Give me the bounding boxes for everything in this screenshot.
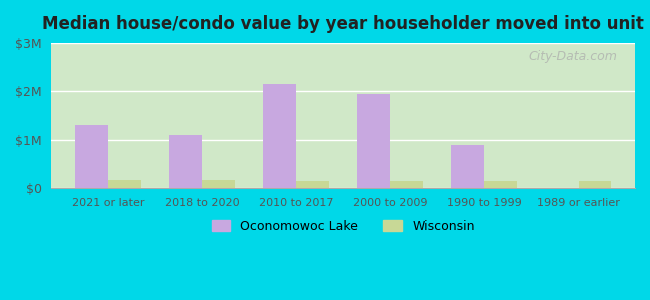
Bar bbox=[578, 182, 612, 188]
Bar bbox=[358, 94, 390, 188]
Bar bbox=[108, 180, 141, 188]
Bar bbox=[390, 181, 423, 188]
Text: City-Data.com: City-Data.com bbox=[528, 50, 618, 63]
Bar bbox=[296, 181, 329, 188]
Bar bbox=[75, 125, 108, 188]
Bar bbox=[202, 181, 235, 188]
Legend: Oconomowoc Lake, Wisconsin: Oconomowoc Lake, Wisconsin bbox=[207, 214, 480, 238]
Bar bbox=[169, 135, 202, 188]
Bar bbox=[263, 84, 296, 188]
Title: Median house/condo value by year householder moved into unit: Median house/condo value by year househo… bbox=[42, 15, 644, 33]
Bar bbox=[452, 145, 484, 188]
Bar bbox=[484, 181, 517, 188]
